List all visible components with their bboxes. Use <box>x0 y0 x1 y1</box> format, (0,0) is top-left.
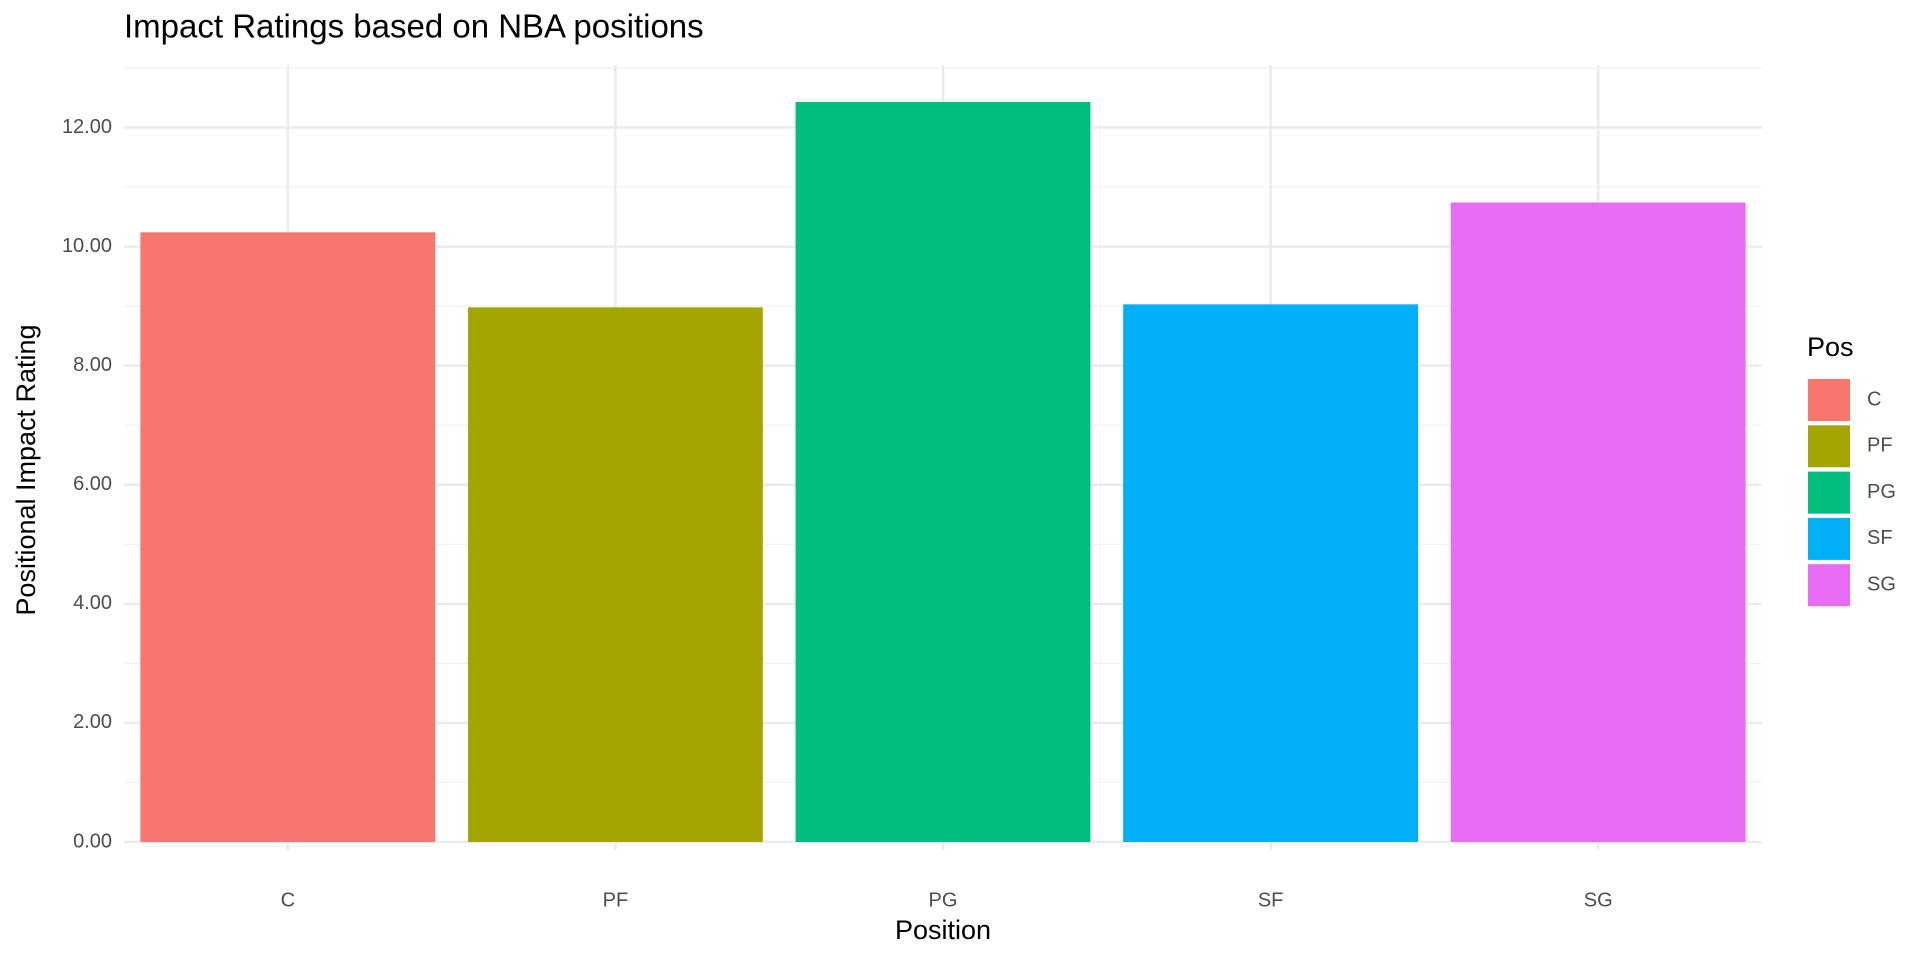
y-tick-label: 4.00 <box>73 592 112 614</box>
x-axis-title: Position <box>895 915 991 945</box>
legend-label: C <box>1867 388 1881 410</box>
legend-swatch <box>1808 379 1850 421</box>
bar <box>795 101 1091 843</box>
chart-title: Impact Ratings based on NBA positions <box>124 8 704 45</box>
legend-label: SF <box>1867 527 1893 549</box>
y-tick-label: 2.00 <box>73 711 112 733</box>
legend-title: Pos <box>1807 332 1854 362</box>
y-tick-label: 8.00 <box>73 354 112 376</box>
legend-label: SG <box>1867 573 1896 595</box>
legend-swatch <box>1808 425 1850 468</box>
legend-label: PG <box>1867 481 1896 503</box>
x-tick-label: PF <box>603 889 629 911</box>
bar <box>1450 202 1746 842</box>
x-tick-label: SG <box>1584 889 1613 911</box>
y-tick-label: 0.00 <box>73 830 112 852</box>
x-tick-label: C <box>281 889 295 911</box>
bar <box>1123 304 1419 843</box>
bar <box>467 307 763 842</box>
y-tick-label: 12.00 <box>62 116 112 138</box>
y-tick-label: 6.00 <box>73 473 112 495</box>
legend-label: PF <box>1867 435 1893 457</box>
y-tick-label: 10.00 <box>62 235 112 257</box>
legend-swatch <box>1808 517 1850 560</box>
legend-swatch <box>1808 564 1850 607</box>
y-axis-title: Positional Impact Rating <box>11 324 41 615</box>
bar <box>140 232 436 842</box>
legend-swatch <box>1808 471 1850 514</box>
x-tick-label: PG <box>929 889 958 911</box>
x-tick-label: SF <box>1258 889 1284 911</box>
